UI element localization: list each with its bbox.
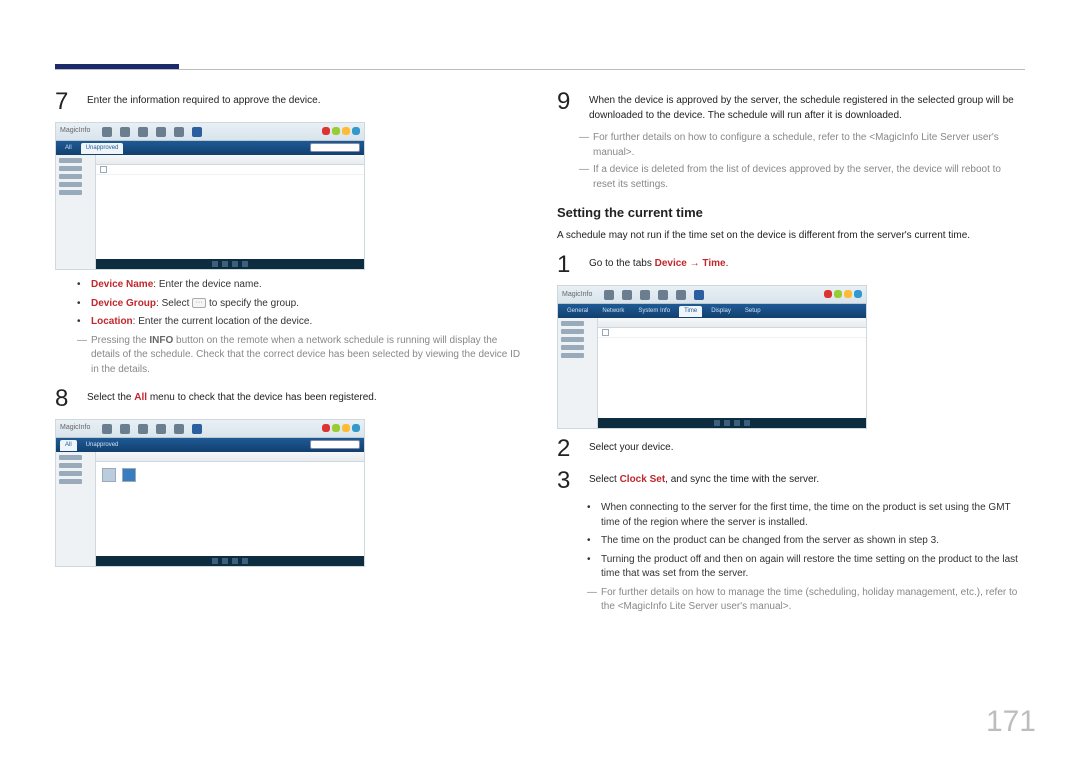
step-text: Select Clock Set, and sync the time with…: [589, 469, 819, 493]
step-number: 1: [557, 253, 579, 277]
group-select-icon: ···: [192, 298, 206, 308]
step-text: Select the All menu to check that the de…: [87, 387, 377, 411]
bullet-device-group: Device Group: Select ··· to specify the …: [91, 297, 299, 312]
step-text: When the device is approved by the serve…: [589, 90, 1025, 123]
bullet: When connecting to the server for the fi…: [601, 501, 1025, 530]
left-column: 7 Enter the information required to appr…: [55, 90, 523, 615]
bullet: Turning the product off and then on agai…: [601, 553, 1025, 582]
page-content: 7 Enter the information required to appr…: [55, 90, 1025, 615]
right-column: 9 When the device is approved by the ser…: [557, 90, 1025, 615]
field-bullets: •Device Name: Enter the device name. •De…: [77, 278, 523, 330]
screenshot-device-time: MagicInfo GeneralNetworkSystem InfoTimeD…: [557, 285, 867, 429]
step-text: Enter the information required to approv…: [87, 90, 320, 114]
note-schedule-manual: ―For further details on how to configure…: [579, 131, 1025, 160]
step-2: 2 Select your device.: [557, 437, 1025, 461]
step-text: Go to the tabs Device → Time.: [589, 253, 728, 277]
step-3: 3 Select Clock Set, and sync the time wi…: [557, 469, 1025, 493]
note-time-manual: ― For further details on how to manage t…: [587, 586, 1025, 615]
section-heading: Setting the current time: [557, 204, 1025, 223]
step-9: 9 When the device is approved by the ser…: [557, 90, 1025, 123]
bullet-location: Location: Enter the current location of …: [91, 315, 312, 330]
step-8: 8 Select the All menu to check that the …: [55, 387, 523, 411]
step-number: 3: [557, 469, 579, 493]
header-bar: [55, 64, 1025, 70]
bullet: The time on the product can be changed f…: [601, 534, 939, 549]
step-text: Select your device.: [589, 437, 674, 461]
header-rule: [55, 69, 1025, 70]
step-number: 2: [557, 437, 579, 461]
step-1: 1 Go to the tabs Device → Time.: [557, 253, 1025, 277]
step-7: 7 Enter the information required to appr…: [55, 90, 523, 114]
mock-logo: MagicInfo: [60, 126, 90, 136]
screenshot-all-devices: MagicInfo AllUnapproved: [55, 419, 365, 567]
bullet-device-name: Device Name: Enter the device name.: [91, 278, 262, 293]
step-number: 7: [55, 90, 77, 114]
screenshot-approve-device: MagicInfo AllUnapproved: [55, 122, 365, 270]
note-info-button: ― Pressing the INFO button on the remote…: [77, 334, 523, 378]
note-device-deleted: ―If a device is deleted from the list of…: [579, 163, 1025, 192]
section-intro: A schedule may not run if the time set o…: [557, 229, 1025, 244]
page-number: 171: [986, 700, 1036, 744]
step-number: 8: [55, 387, 77, 411]
time-notes: •When connecting to the server for the f…: [587, 501, 1025, 582]
step-number: 9: [557, 90, 579, 123]
